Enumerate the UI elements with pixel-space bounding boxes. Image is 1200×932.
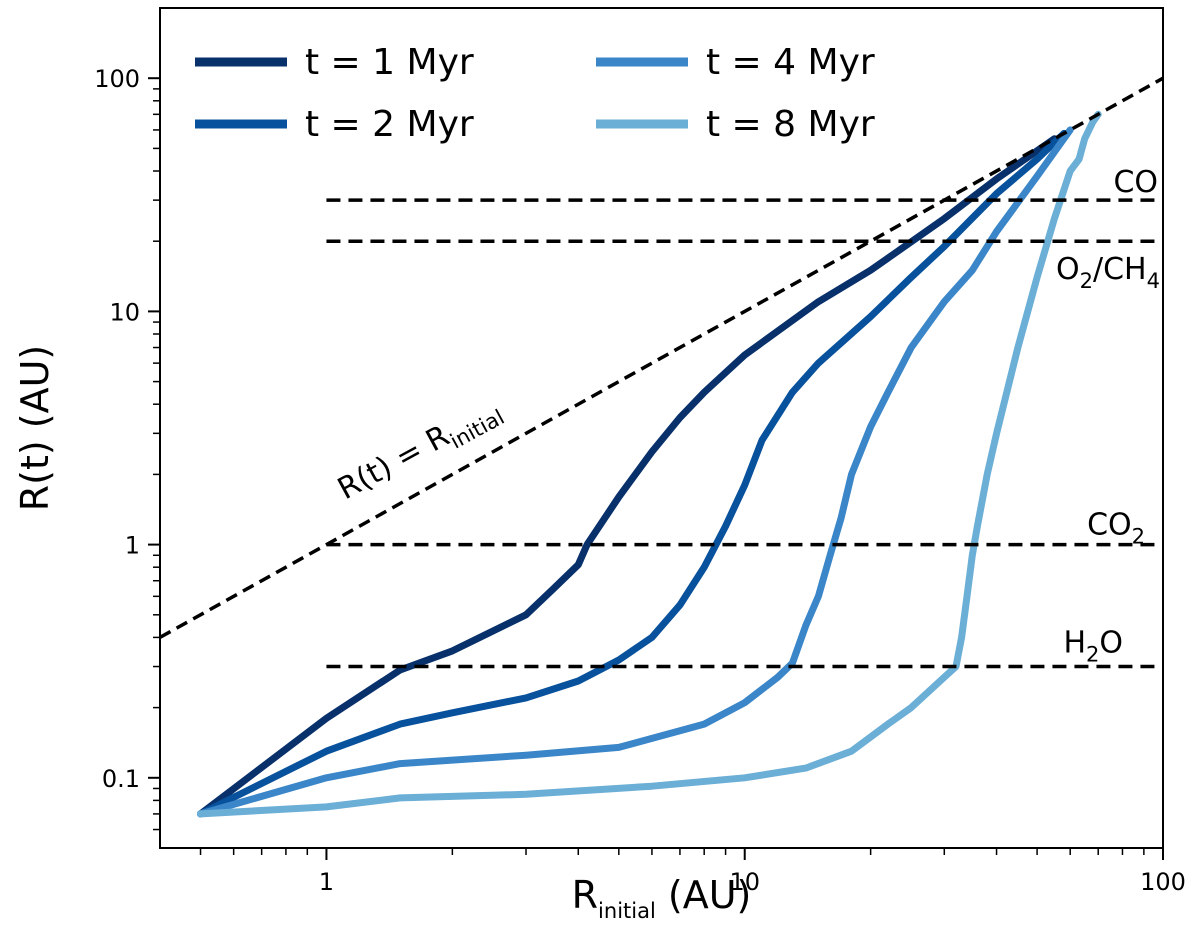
y-tick-label: 10 (109, 298, 140, 326)
y-tick-label: 100 (94, 65, 140, 93)
axes-frame (159, 7, 1164, 849)
series-line-2 (197, 129, 1068, 818)
legend-label-3: t = 4 Myr (706, 42, 875, 83)
reference-label-co2: CO2 (1087, 508, 1145, 549)
legend-label-4: t = 8 Myr (706, 104, 875, 145)
reference-label-o2-ch4: O2/CH4 (1056, 252, 1160, 293)
x-axis-label: Rinitial (AU) (572, 873, 752, 923)
y-tick-label: 0.1 (102, 765, 140, 793)
x-tick-label: 100 (1140, 868, 1186, 896)
x-tick-label: 1 (319, 868, 334, 896)
legend-label-2: t = 2 Myr (305, 104, 474, 145)
reference-label-co: CO (1113, 165, 1158, 200)
y-axis-label: R(t) (AU) (13, 345, 57, 512)
y-tick-label: 1 (125, 532, 140, 560)
series-group (197, 110, 1102, 818)
x-tick-label: 10 (729, 868, 760, 896)
reference-label-h2o: H2O (1063, 626, 1123, 667)
reference-label-diagonal: R(t) = Rinitial (332, 391, 508, 511)
reference-lines (160, 76, 1163, 669)
series-line-4 (197, 110, 1102, 818)
series-line-3 (197, 126, 1074, 818)
series-line-1 (197, 135, 1058, 818)
legend-label-1: t = 1 Myr (305, 42, 474, 83)
legend: t = 1 Myr t = 2 Myr t = 4 Myr t = 8 Myr (195, 42, 875, 145)
axes: 1 10 100 0.1 1 10 100 (94, 7, 1186, 896)
